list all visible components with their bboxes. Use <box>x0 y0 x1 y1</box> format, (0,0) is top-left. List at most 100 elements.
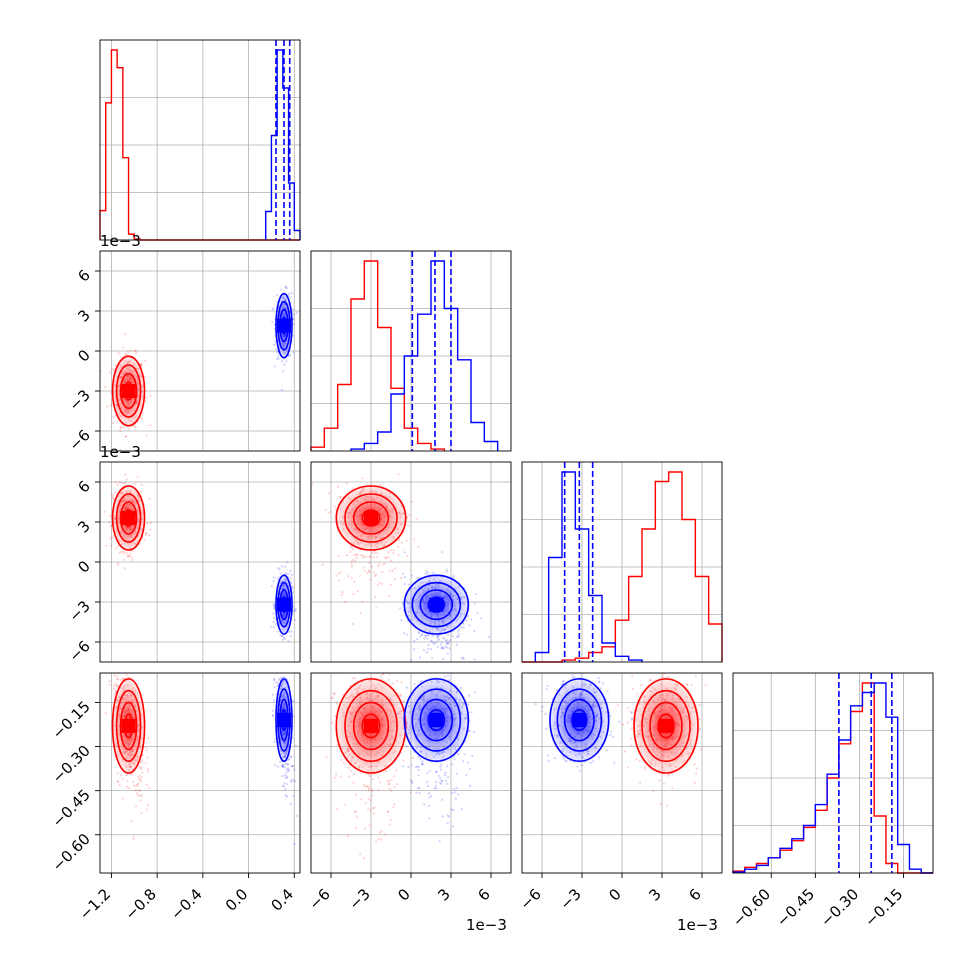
sample-point-series-2 <box>283 363 286 366</box>
sample-point-series-2 <box>438 673 440 675</box>
sample-point-series-1 <box>112 415 115 418</box>
sample-point-series-2 <box>561 680 565 683</box>
sample-point-series-1 <box>143 539 146 542</box>
sample-point-series-1 <box>140 766 143 769</box>
sample-point-series-2 <box>290 765 294 768</box>
sample-point-series-1 <box>145 749 148 752</box>
sample-point-series-2 <box>398 753 401 757</box>
sample-point-series-1 <box>367 787 371 790</box>
sample-point-series-2 <box>285 774 288 778</box>
sample-point-series-2 <box>423 803 426 806</box>
sample-point-series-2 <box>471 754 474 758</box>
sample-point-series-1 <box>104 669 106 671</box>
sample-point-series-2 <box>277 630 280 633</box>
sample-point-series-2 <box>459 626 463 629</box>
sample-point-series-1 <box>388 787 392 790</box>
sample-point-series-1 <box>358 852 362 855</box>
sample-point-series-2 <box>452 808 455 812</box>
sample-point-series-2 <box>273 603 276 607</box>
sample-point-series-1 <box>118 352 121 355</box>
sample-point-series-1 <box>392 806 395 809</box>
sample-point-series-2 <box>419 665 421 667</box>
sample-point-series-1 <box>372 807 375 810</box>
sample-point-series-2 <box>284 776 287 780</box>
sample-point-series-1 <box>141 771 144 774</box>
sample-point-series-1 <box>339 495 342 498</box>
sample-point-series-2 <box>426 571 429 575</box>
sample-point-series-1 <box>134 804 138 808</box>
sample-point-series-2 <box>545 728 548 731</box>
sample-point-series-2 <box>292 699 295 703</box>
sample-point-series-2 <box>439 781 442 785</box>
sample-point-series-1 <box>354 560 357 563</box>
sample-point-series-1 <box>124 659 126 661</box>
sample-point-series-1 <box>148 497 151 500</box>
sample-point-series-1 <box>140 761 143 764</box>
sample-point-series-1 <box>409 779 412 782</box>
sample-point-series-2 <box>473 658 476 661</box>
sample-point-series-1 <box>361 556 365 559</box>
sample-point-series-2 <box>546 684 549 688</box>
sample-point-series-2 <box>437 774 441 777</box>
sample-point-series-1 <box>143 359 147 362</box>
sample-point-series-2 <box>411 781 414 784</box>
sample-point-series-1 <box>352 781 355 784</box>
sample-point-series-1 <box>144 762 147 765</box>
sample-point-series-1 <box>631 687 634 691</box>
sample-point-series-2 <box>464 619 468 622</box>
sample-point-series-1 <box>353 553 356 557</box>
sample-point-series-1 <box>400 577 403 580</box>
sample-point-series-2 <box>281 765 284 768</box>
sample-point-series-2 <box>426 784 429 788</box>
sample-point-series-2 <box>281 763 284 767</box>
sample-point-series-1 <box>140 483 144 487</box>
sample-point-series-1 <box>363 569 367 572</box>
sample-point-series-1 <box>335 574 338 577</box>
sample-point-series-1 <box>111 494 114 497</box>
sample-point-series-2 <box>418 792 421 795</box>
sample-point-series-2 <box>290 778 293 782</box>
sample-point-series-1 <box>379 838 382 841</box>
sample-point-series-2 <box>289 634 292 638</box>
sample-point-series-2 <box>270 584 274 588</box>
sample-point-series-2 <box>432 642 435 645</box>
sample-point-series-2 <box>272 307 275 310</box>
sample-point-series-1 <box>371 788 374 791</box>
sample-point-series-2 <box>462 626 465 629</box>
sample-point-series-2 <box>447 633 450 637</box>
sample-point-series-1 <box>365 785 369 788</box>
sample-point-series-2 <box>400 619 403 622</box>
sample-point-series-2 <box>445 568 448 571</box>
sample-point-series-1 <box>140 362 143 366</box>
sample-point-series-1 <box>360 553 363 557</box>
sample-point-series-1 <box>626 706 629 710</box>
sample-point-series-1 <box>136 782 140 785</box>
sample-point-series-1 <box>409 791 412 794</box>
sample-point-series-2 <box>282 764 285 768</box>
sample-point-series-1 <box>109 514 112 517</box>
sample-point-series-1 <box>367 797 370 801</box>
sample-point-series-1 <box>394 567 397 570</box>
sample-point-series-1 <box>146 770 149 773</box>
sample-point-series-2 <box>281 638 284 642</box>
contour-series-1 <box>361 509 381 527</box>
sample-point-series-1 <box>402 759 405 762</box>
panel-4-2 <box>325 665 477 859</box>
sample-point-series-2 <box>292 323 295 326</box>
sample-point-series-1 <box>137 789 141 792</box>
sample-point-series-1 <box>114 682 117 685</box>
sample-point-series-2 <box>275 348 278 351</box>
sample-point-series-2 <box>283 782 286 785</box>
sample-point-series-1 <box>124 481 127 484</box>
sample-point-series-2 <box>441 815 444 818</box>
sample-point-series-2 <box>427 634 430 637</box>
sample-point-series-2 <box>445 638 449 642</box>
sample-point-series-2 <box>416 765 419 768</box>
sample-point-series-1 <box>116 772 119 775</box>
sample-point-series-1 <box>349 550 352 553</box>
sample-point-series-1 <box>125 659 127 661</box>
sample-point-series-1 <box>336 485 340 488</box>
sample-point-series-2 <box>273 365 277 368</box>
sample-point-series-2 <box>271 320 274 324</box>
sample-point-series-2 <box>441 798 444 801</box>
